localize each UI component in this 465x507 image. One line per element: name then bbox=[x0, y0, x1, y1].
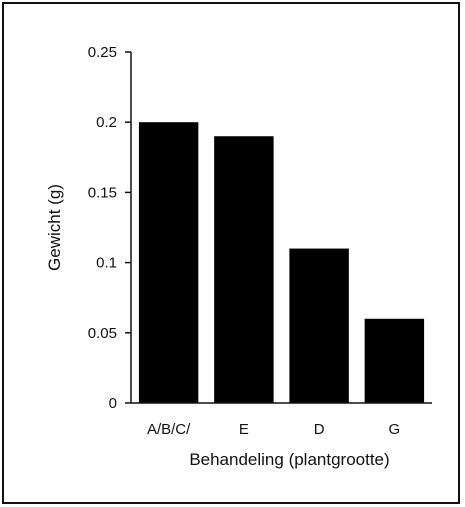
bar bbox=[364, 318, 425, 403]
y-axis-ticks: 0 0.05 0.1 0.15 0.2 0.25 bbox=[88, 44, 131, 412]
x-tick-label: E bbox=[239, 421, 249, 438]
y-tick-label: 0.2 bbox=[96, 114, 117, 131]
bar bbox=[289, 248, 349, 403]
bar bbox=[138, 122, 199, 403]
y-tick-label: 0.25 bbox=[88, 44, 117, 61]
x-tick-label: D bbox=[314, 421, 325, 438]
y-tick-label: 0 bbox=[109, 395, 117, 412]
bars bbox=[138, 122, 425, 404]
x-axis-ticks: A/B/C/E D G bbox=[147, 421, 400, 438]
y-tick-label: 0.05 bbox=[88, 325, 117, 342]
y-tick-label: 0.1 bbox=[96, 255, 117, 272]
x-tick-label: G bbox=[389, 421, 401, 438]
y-axis-title: Gewicht (g) bbox=[45, 184, 64, 271]
y-tick-label: 0.15 bbox=[88, 184, 117, 201]
bar bbox=[214, 136, 274, 404]
x-axis-title: Behandeling (plantgrootte) bbox=[189, 450, 389, 469]
x-tick-label: A/B/C/ bbox=[147, 421, 191, 438]
